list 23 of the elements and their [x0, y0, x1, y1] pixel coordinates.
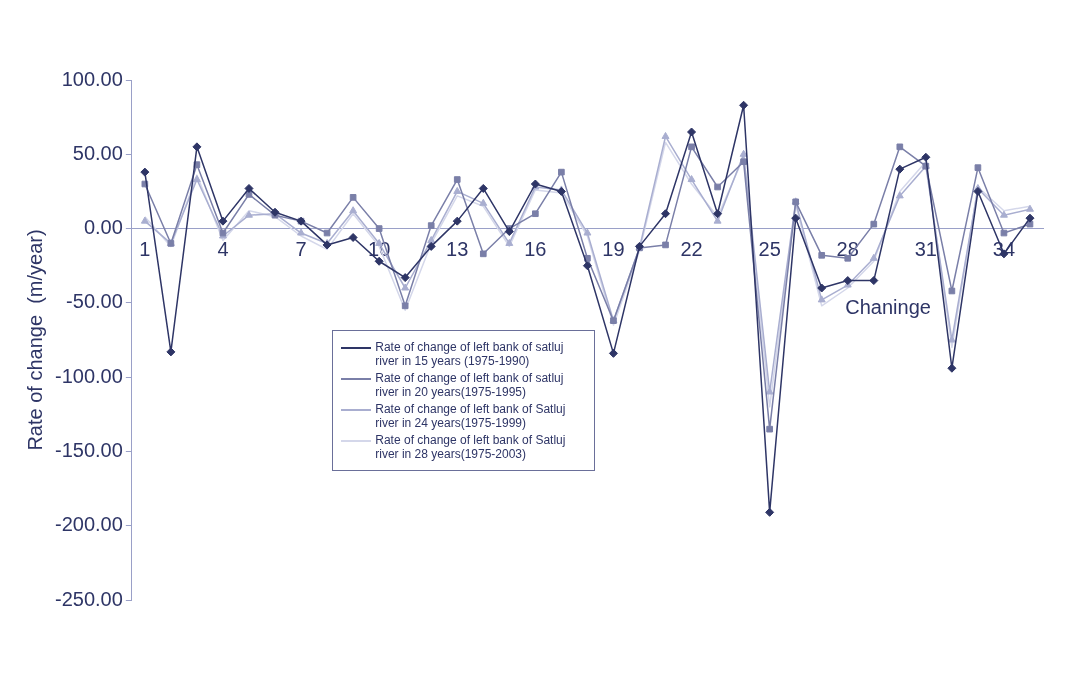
- y-tick-label: -200.00: [54, 513, 123, 536]
- x-tick-label: 1: [139, 238, 151, 261]
- x-tick-label: 19: [602, 238, 625, 261]
- x-tick-label: 25: [758, 238, 781, 261]
- x-tick-label: 13: [446, 238, 469, 261]
- y-tick-label: -50.00: [66, 290, 123, 313]
- y-tick-label: -150.00: [54, 438, 123, 461]
- legend-label: Rate of change of left bank of Satluj river in 24 years(1975-1999): [375, 401, 567, 430]
- y-tick-label: -100.00: [54, 364, 123, 387]
- x-axis-title: Chaninge: [845, 296, 931, 318]
- x-tick-label: 31: [914, 238, 937, 261]
- y-tick-label: 0.00: [83, 216, 123, 239]
- y-tick-label: 100.00: [61, 67, 123, 90]
- legend-label: Rate of change of left bank of satluj river in 15 years (1975-1990): [375, 339, 565, 368]
- y-tick-label: 50.00: [72, 141, 123, 164]
- legend-label: Rate of change of left bank of satluj river in 20 years(1975-1995): [375, 370, 565, 399]
- x-tick-label: 4: [217, 238, 229, 261]
- x-tick-label: 16: [524, 238, 547, 261]
- legend-label: Rate of change of left bank of Satluj river in 28 years(1975-2003): [375, 432, 567, 461]
- y-axis-title: Rate of change (m/year): [23, 229, 46, 451]
- x-tick-label: 22: [680, 238, 703, 261]
- y-tick-label: -250.00: [54, 587, 123, 610]
- x-tick-label: 7: [295, 238, 307, 261]
